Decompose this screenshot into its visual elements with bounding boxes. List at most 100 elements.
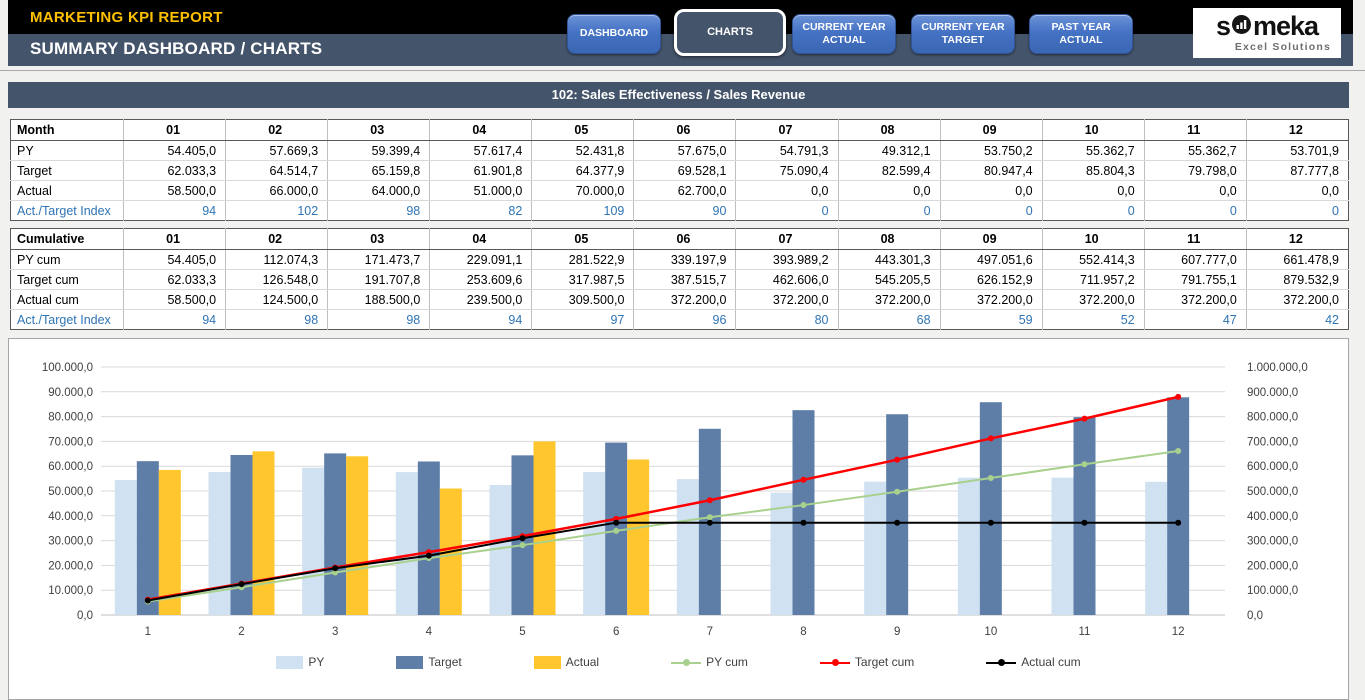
month-column-header: 02: [225, 119, 329, 141]
month-column-header: 09: [940, 228, 1043, 250]
table-cell: 54.405,0: [123, 249, 227, 270]
month-column-header: 10: [1042, 119, 1145, 141]
dashboard-button[interactable]: DASHBOARD: [567, 14, 661, 54]
x-axis-tick-label: 7: [707, 626, 713, 638]
month-column-header: 02: [225, 228, 329, 250]
charts-button[interactable]: CHARTS: [674, 9, 786, 56]
bar-actual: [627, 459, 650, 615]
legend-item: Target: [396, 655, 462, 669]
x-axis-tick-label: 4: [426, 626, 433, 638]
legend-item: PY: [276, 655, 324, 669]
line-actual-cum: [147, 521, 1179, 602]
bar-target: [886, 414, 909, 615]
month-column-header: 05: [531, 228, 635, 250]
table-cell: 90: [633, 200, 737, 221]
table-cell: 462.606,0: [735, 269, 839, 290]
table-cell: 64.377,9: [531, 160, 635, 181]
table-cell: 791.755,1: [1144, 269, 1247, 290]
table-cell: 171.473,7: [327, 249, 431, 270]
right-axis-tick-label: 200.000,0: [1247, 560, 1298, 572]
table-cell: 239.500,0: [429, 289, 533, 310]
left-axis-tick-label: 10.000,0: [48, 585, 93, 597]
marker-target-cum: [1081, 415, 1088, 422]
table-cell: 372.200,0: [838, 289, 941, 310]
legend-line-swatch-icon: [986, 658, 1017, 666]
marker-actual-cum: [987, 519, 994, 526]
right-axis-tick-label: 700.000,0: [1247, 436, 1298, 448]
chart-in-circle-icon: [1231, 13, 1252, 40]
row-label: Act./Target Index: [10, 200, 125, 221]
legend-item: PY cum: [671, 655, 748, 669]
marker-target-cum: [894, 456, 901, 463]
table-cell: 393.989,2: [735, 249, 839, 270]
marker-target-cum: [1175, 393, 1182, 400]
table-header-row: Month 01 02 03 04 05 06 07 08 09 10 11 12: [10, 119, 1349, 141]
month-column-header: 01: [123, 228, 227, 250]
table-cell: 62.033,3: [123, 269, 227, 290]
table-row: Target 62.033,3 64.514,7 65.159,8 61.901,8 64…: [10, 160, 1349, 181]
table-row: Actual 58.500,0 66.000,0 64.000,0 51.000,0 70…: [10, 180, 1349, 201]
table-cell: 58.500,0: [123, 180, 227, 201]
right-axis-tick-label: 100.000,0: [1247, 585, 1298, 597]
current-year-target-button[interactable]: CURRENT YEAR TARGET: [911, 14, 1015, 54]
table-cell: 126.548,0: [225, 269, 329, 290]
table-cell: 62.033,3: [123, 160, 227, 181]
month-column-header: 09: [940, 119, 1043, 141]
table-cell: 96: [633, 309, 737, 330]
table-cell: 372.200,0: [1144, 289, 1247, 310]
left-axis-tick-label: 30.000,0: [48, 536, 93, 548]
table-row: Target cum 62.033,3 126.548,0 191.707,8 253.…: [10, 269, 1349, 290]
marker-actual-cum: [1175, 519, 1182, 526]
table-cell: 59: [940, 309, 1043, 330]
table-cell: 58.500,0: [123, 289, 227, 310]
marker-actual-cum: [332, 565, 339, 572]
row-label: PY cum: [10, 249, 125, 270]
right-axis-tick-label: 0,0: [1247, 610, 1263, 622]
table-cell: 49.312,1: [838, 140, 941, 161]
table-cell: 443.301,3: [838, 249, 941, 270]
table-cell: 545.205,5: [838, 269, 941, 290]
table-cell: 59.399,4: [327, 140, 431, 161]
logo-text-rest: meka: [1252, 11, 1319, 41]
monthly-table: Month 01 02 03 04 05 06 07 08 09 10 11 12 PY 54.405,0 5…: [10, 119, 1349, 221]
table-cell: 52.431,8: [531, 140, 635, 161]
row-label: PY: [10, 140, 125, 161]
legend-swatch-icon: [396, 655, 424, 669]
right-axis-tick-label: 300.000,0: [1247, 536, 1298, 548]
table-cell: 57.617,4: [429, 140, 533, 161]
table-cell: 64.514,7: [225, 160, 329, 181]
legend-label: Actual cum: [1021, 655, 1081, 669]
x-axis-tick-label: 3: [332, 626, 338, 638]
legend-label: PY cum: [706, 655, 748, 669]
table-cell: 0,0: [735, 180, 839, 201]
bar-target: [1073, 417, 1096, 615]
bar-py: [864, 481, 887, 615]
bar-target: [1167, 397, 1190, 615]
past-year-actual-button[interactable]: PAST YEAR ACTUAL: [1029, 14, 1133, 54]
table-cell: 98: [327, 309, 431, 330]
table-cell: 0: [940, 200, 1043, 221]
current-year-actual-button[interactable]: CURRENT YEAR ACTUAL: [792, 14, 896, 54]
row-label: Act./Target Index: [10, 309, 125, 330]
table-cell: 372.200,0: [1042, 289, 1145, 310]
table-header-label: Cumulative: [10, 228, 125, 250]
line-py-cum: [147, 449, 1179, 603]
x-axis-tick-label: 11: [1079, 626, 1091, 638]
logo-text-s: s: [1215, 11, 1231, 41]
table-cell: 711.957,2: [1042, 269, 1145, 290]
marker-actual-cum: [800, 519, 807, 526]
table-cell: 191.707,8: [327, 269, 431, 290]
bar-py: [1051, 477, 1074, 615]
right-axis-tick-label: 500.000,0: [1247, 486, 1298, 498]
month-column-header: 10: [1042, 228, 1145, 250]
table-cell: 85.804,3: [1042, 160, 1145, 181]
marker-py-cum: [800, 502, 807, 509]
month-column-header: 03: [327, 228, 431, 250]
table-cell: 0: [1042, 200, 1145, 221]
table-cell: 42: [1325, 312, 1339, 327]
table-cell: 661.478,9: [1246, 249, 1349, 270]
left-axis-tick-label: 20.000,0: [48, 560, 93, 572]
marker-actual-cum: [894, 519, 901, 526]
left-axis-tick-label: 0,0: [77, 610, 93, 622]
left-axis-tick-label: 60.000,0: [48, 461, 93, 473]
